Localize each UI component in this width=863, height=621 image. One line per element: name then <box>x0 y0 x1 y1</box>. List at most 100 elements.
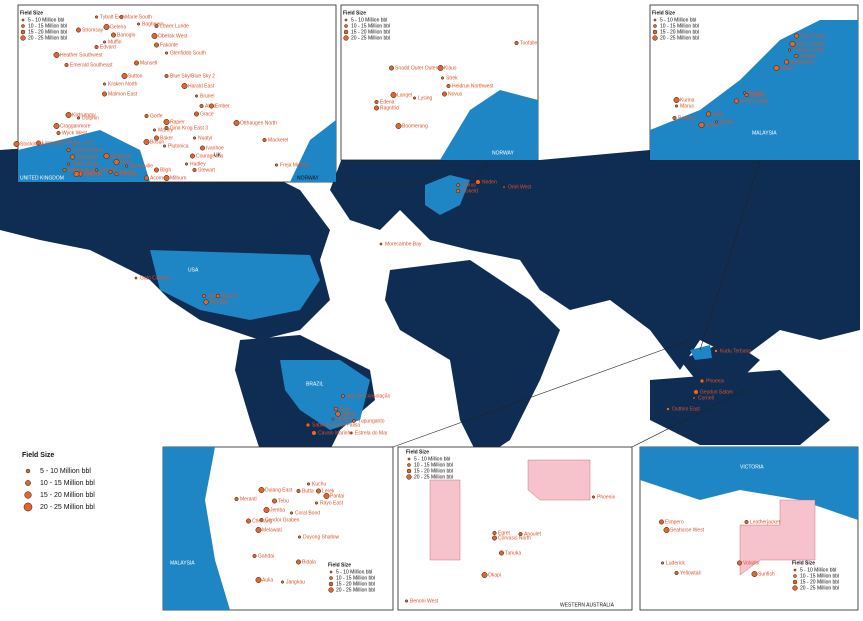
field-label: Lysing <box>418 95 432 101</box>
field-marker <box>164 51 169 55</box>
field-marker <box>103 153 110 159</box>
legend-item: 15 - 20 Million bbl <box>40 492 95 499</box>
field-label: Nuatyl <box>198 135 212 141</box>
legend-item: 5 - 10 Million bbl <box>660 17 696 23</box>
country-label: BRAZIL <box>306 381 324 387</box>
field-label: Phoenix <box>597 494 616 500</box>
field-marker <box>70 154 75 160</box>
field-label: Birdsu <box>720 119 734 125</box>
legend-title: Field Size <box>20 10 43 16</box>
field-label: Luderick <box>666 560 685 566</box>
field-label: Tudor Rose <box>72 161 98 167</box>
field-marker <box>502 185 506 189</box>
field-label: Bagheera <box>142 21 164 27</box>
field-marker <box>94 44 99 50</box>
field-marker <box>184 162 189 166</box>
field-marker <box>136 22 141 26</box>
field-marker <box>199 103 204 109</box>
field-marker <box>306 482 311 486</box>
field-marker <box>744 92 749 98</box>
country-label: MALAYSIA <box>752 130 777 136</box>
field-label: Skirus <box>462 182 476 188</box>
field-label: West Lutong <box>740 98 768 104</box>
field-label: Kildrummy <box>72 112 96 118</box>
field-marker <box>289 511 294 515</box>
legend-symbol <box>653 18 657 22</box>
legend-title: Field Size <box>652 10 675 16</box>
legend-item: 5 - 10 Million bbl <box>800 567 836 573</box>
field-marker <box>374 105 379 111</box>
field-marker <box>154 167 159 173</box>
legend-item: 5 - 10 Million bbl <box>40 468 91 475</box>
field-marker <box>262 137 267 143</box>
field-marker <box>672 115 677 121</box>
field-marker <box>258 487 265 493</box>
legend-item: 10 - 15 Million bbl <box>336 575 375 581</box>
field-marker <box>194 111 199 117</box>
field-marker <box>475 179 481 185</box>
field-label: MC072 <box>222 293 238 299</box>
field-marker <box>674 570 679 576</box>
legend-symbol <box>21 18 25 22</box>
field-label: Leatherjacket <box>750 519 781 525</box>
field-marker <box>404 599 409 603</box>
field-marker <box>446 83 451 89</box>
field-marker <box>692 396 696 400</box>
legend-item: 10 - 15 Million bbl <box>28 23 67 29</box>
legend-title: Field Size <box>328 562 351 568</box>
legend-item: 10 - 15 Million bbl <box>351 23 390 29</box>
legend-item: 15 - 20 Million bbl <box>351 29 390 35</box>
field-marker <box>163 119 170 125</box>
field-marker <box>794 33 799 39</box>
field-label: Alto de Consolação <box>347 393 391 399</box>
legend-item: 10 - 15 Million bbl <box>414 462 453 468</box>
field-label: Sutton <box>128 73 143 79</box>
field-marker <box>390 92 397 98</box>
field-marker <box>659 519 664 525</box>
field-label: Bambazon <box>790 59 814 65</box>
field-label: Pantai <box>330 493 344 499</box>
field-marker <box>296 559 301 565</box>
field-marker <box>666 407 670 411</box>
field-marker <box>154 42 159 48</box>
field-label: Malmon East <box>108 91 138 97</box>
field-marker <box>698 122 705 128</box>
field-marker <box>121 73 128 79</box>
field-label: Fynn <box>120 159 131 165</box>
field-label: Lokan <box>780 65 794 71</box>
field-label: Acorn <box>150 175 163 181</box>
field-label: Otthaugen North <box>240 120 277 126</box>
field-marker <box>65 112 72 118</box>
field-marker <box>151 33 158 39</box>
usa <box>150 250 320 320</box>
field-marker <box>13 141 20 147</box>
field-marker <box>784 59 789 65</box>
field-marker <box>389 65 394 71</box>
field-marker <box>316 488 321 494</box>
field-marker <box>108 169 113 175</box>
field-marker <box>36 140 41 146</box>
field-marker <box>102 82 107 86</box>
field-label: Kudu Terbang <box>720 348 751 354</box>
field-label: Yellowtail <box>680 570 701 576</box>
field-label: Plutonica <box>168 143 189 149</box>
country-label: VICTORIA <box>740 464 764 470</box>
field-label: Ivanhoe <box>206 145 224 151</box>
field-label: Tiga Papan <box>800 33 826 39</box>
field-marker <box>94 15 99 19</box>
field-marker <box>76 116 81 120</box>
field-label: Ragnfrid <box>380 105 399 111</box>
field-label: Bosun <box>150 139 164 145</box>
field-label: Edvard <box>100 44 116 50</box>
field-marker <box>194 94 199 98</box>
field-label: Corvasis North <box>498 535 531 541</box>
country-label: NORWAY <box>492 150 515 156</box>
field-label: Kurina <box>680 97 695 103</box>
field-marker <box>215 293 221 299</box>
legend-symbol <box>652 29 658 35</box>
field-label: Ember <box>215 103 230 109</box>
legend-symbol <box>344 24 348 28</box>
field-marker <box>499 550 504 556</box>
field-label: Spanarda <box>76 154 98 160</box>
